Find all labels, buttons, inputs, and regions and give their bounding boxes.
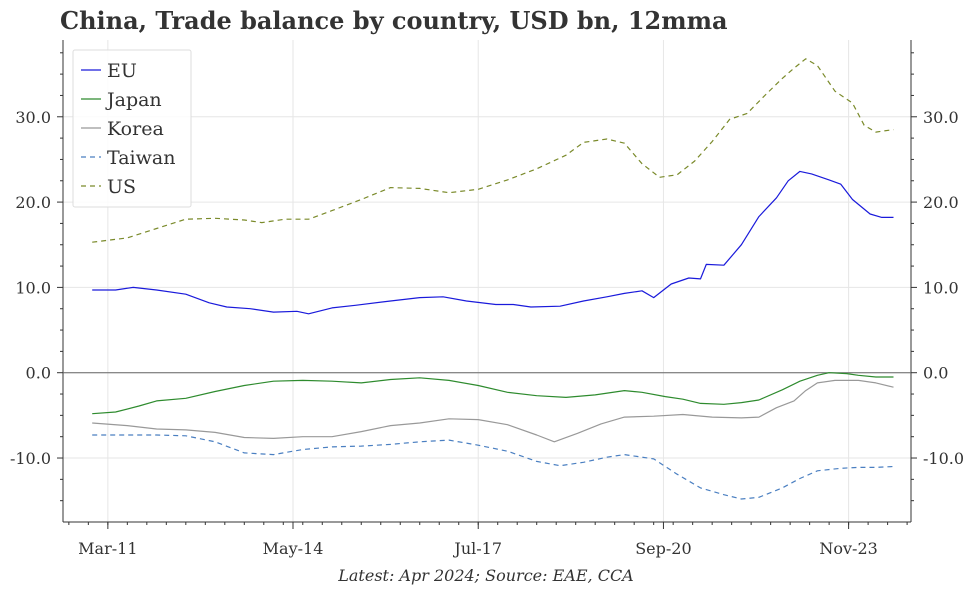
y-tick-label-left: 30.0 bbox=[15, 108, 51, 127]
legend-label-us: US bbox=[107, 176, 136, 198]
y-tick-label-right: 30.0 bbox=[923, 108, 959, 127]
chart-source-note: Latest: Apr 2024; Source: EAE, CCA bbox=[338, 566, 634, 585]
legend-label-korea: Korea bbox=[107, 118, 164, 140]
legend-label-eu: EU bbox=[107, 60, 137, 82]
y-tick-label-right: 20.0 bbox=[923, 193, 959, 212]
x-tick-label: Sep-20 bbox=[635, 539, 691, 558]
x-tick-label: Nov-23 bbox=[819, 539, 877, 558]
y-tick-label-left: 10.0 bbox=[15, 278, 51, 297]
axes-layer: -10.0 -10.0 0.0 0.0 10.0 10.0 20.0 20.0 30.0 30.0… bbox=[10, 40, 964, 558]
y-tick-label-right: -10.0 bbox=[923, 449, 964, 468]
x-tick-label: Jul-17 bbox=[452, 539, 502, 558]
y-tick-label-left: 20.0 bbox=[15, 193, 51, 212]
x-tick-label: May-14 bbox=[263, 539, 324, 558]
series-layer bbox=[92, 58, 894, 500]
series-line-japan bbox=[92, 372, 894, 415]
series-line-taiwan bbox=[92, 434, 894, 500]
legend-box bbox=[72, 49, 192, 208]
series-line-korea bbox=[92, 379, 894, 443]
y-tick-label-left: -10.0 bbox=[10, 449, 51, 468]
y-tick-label-left: 0.0 bbox=[26, 364, 51, 383]
series-line-eu bbox=[92, 170, 894, 315]
legend-label-taiwan: Taiwan bbox=[107, 147, 175, 169]
legend: EU Japan Korea Taiwan US bbox=[72, 49, 192, 208]
x-tick-label: Mar-11 bbox=[78, 539, 137, 558]
y-tick-label-right: 0.0 bbox=[923, 364, 948, 383]
chart-title: China, Trade balance by country, USD bn,… bbox=[60, 6, 728, 35]
y-tick-label-right: 10.0 bbox=[923, 278, 959, 297]
series-line-us bbox=[92, 58, 894, 243]
legend-label-japan: Japan bbox=[105, 89, 162, 111]
